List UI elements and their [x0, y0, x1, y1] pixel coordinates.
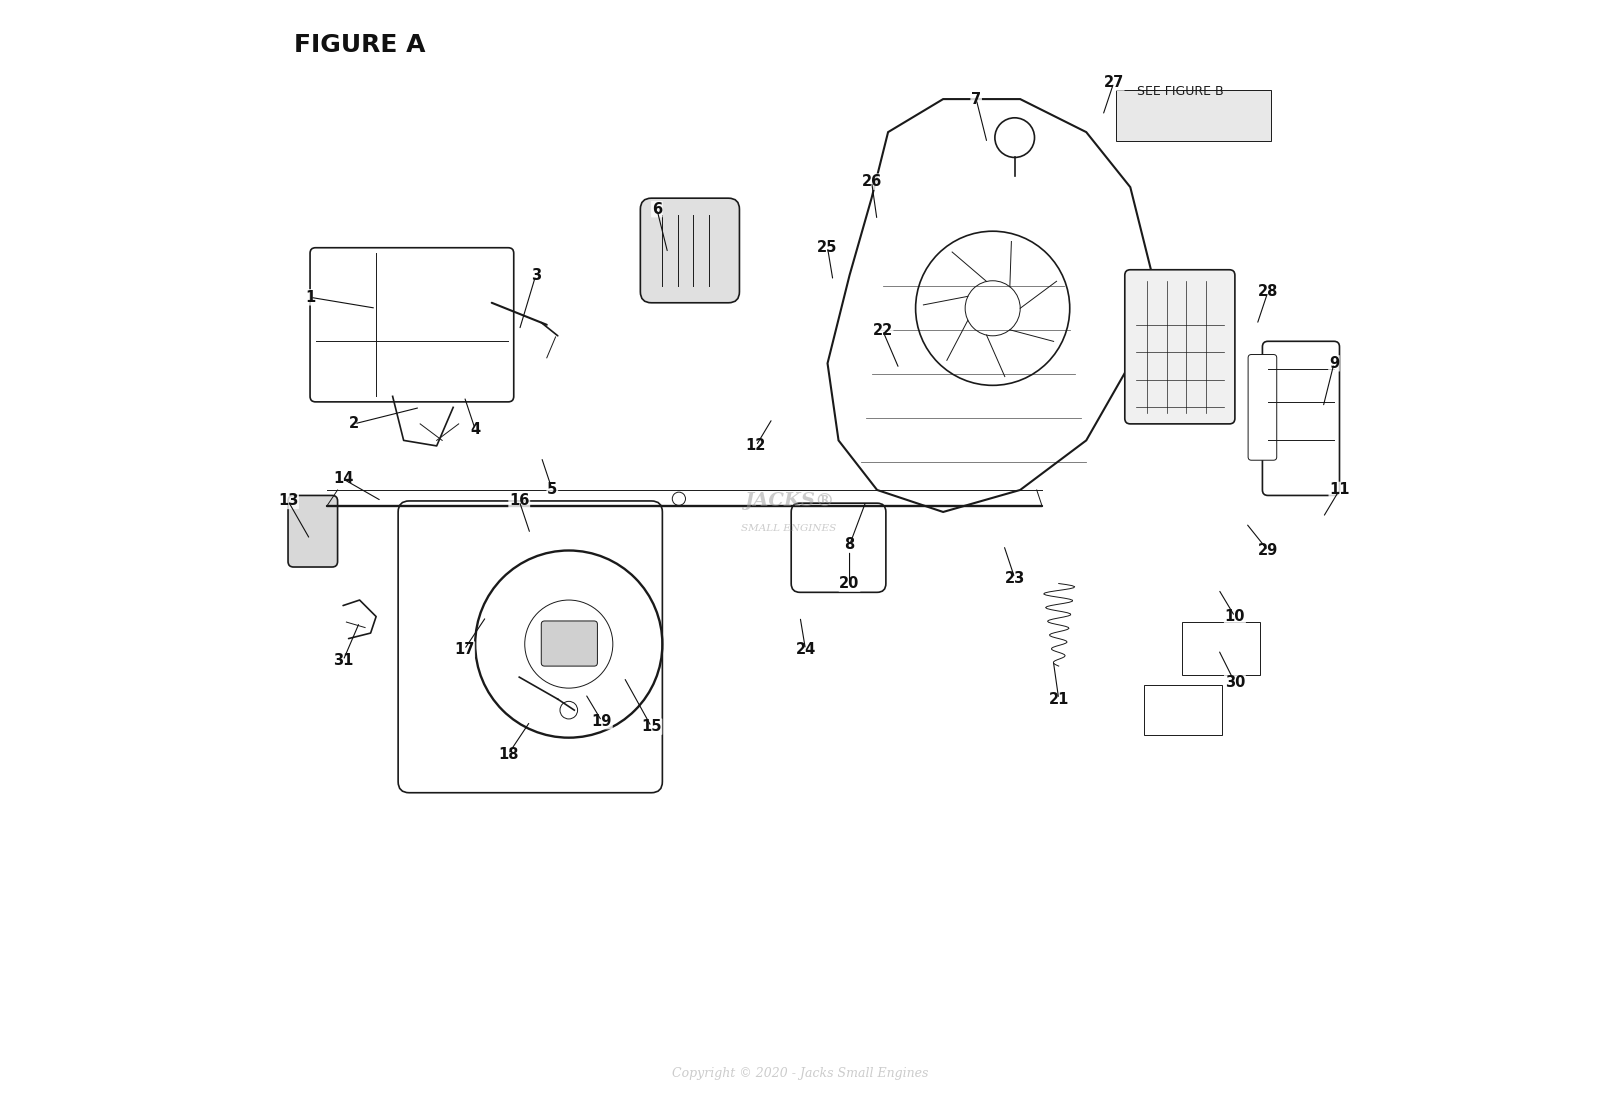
FancyBboxPatch shape — [541, 621, 597, 666]
Text: 24: 24 — [795, 642, 816, 657]
FancyBboxPatch shape — [1248, 355, 1277, 460]
Text: 5: 5 — [547, 482, 557, 498]
FancyBboxPatch shape — [1262, 341, 1339, 495]
Text: 4: 4 — [470, 422, 480, 437]
Text: 23: 23 — [1005, 570, 1026, 586]
Text: FIGURE A: FIGURE A — [293, 33, 426, 57]
FancyBboxPatch shape — [398, 501, 662, 793]
Text: 11: 11 — [1330, 482, 1350, 498]
Text: 17: 17 — [454, 642, 474, 657]
FancyBboxPatch shape — [790, 503, 886, 592]
Text: 30: 30 — [1224, 675, 1245, 690]
Text: 3: 3 — [531, 268, 541, 283]
Text: 10: 10 — [1224, 609, 1245, 624]
Text: 25: 25 — [818, 240, 838, 255]
FancyBboxPatch shape — [1125, 270, 1235, 424]
Text: 20: 20 — [840, 576, 859, 591]
Text: 6: 6 — [651, 201, 662, 217]
Text: 18: 18 — [498, 746, 518, 762]
Text: 28: 28 — [1258, 284, 1278, 299]
Text: SEE FIGURE B: SEE FIGURE B — [1136, 85, 1222, 98]
Text: 26: 26 — [861, 174, 882, 189]
Text: 27: 27 — [1104, 75, 1123, 90]
FancyBboxPatch shape — [1182, 622, 1261, 675]
Text: 21: 21 — [1048, 691, 1069, 707]
Text: 16: 16 — [509, 493, 530, 509]
Text: JACKS®: JACKS® — [744, 492, 834, 510]
Text: 13: 13 — [278, 493, 298, 509]
FancyBboxPatch shape — [640, 198, 739, 303]
Text: 29: 29 — [1258, 543, 1278, 558]
Text: 1: 1 — [306, 290, 315, 305]
FancyBboxPatch shape — [1115, 90, 1272, 141]
Circle shape — [560, 701, 578, 719]
Text: 31: 31 — [333, 653, 354, 668]
Text: 2: 2 — [349, 416, 358, 432]
Text: 15: 15 — [642, 719, 662, 734]
FancyBboxPatch shape — [310, 248, 514, 402]
Text: 8: 8 — [845, 537, 854, 553]
Text: SMALL ENGINES: SMALL ENGINES — [741, 524, 837, 533]
Text: 12: 12 — [746, 438, 766, 454]
Text: 22: 22 — [872, 323, 893, 338]
Text: 19: 19 — [592, 713, 613, 729]
Text: 7: 7 — [971, 91, 981, 107]
FancyBboxPatch shape — [1144, 685, 1222, 735]
Text: Copyright © 2020 - Jacks Small Engines: Copyright © 2020 - Jacks Small Engines — [672, 1067, 928, 1080]
FancyBboxPatch shape — [288, 495, 338, 567]
Polygon shape — [827, 99, 1152, 512]
Text: 9: 9 — [1330, 356, 1339, 371]
Circle shape — [995, 118, 1035, 157]
Text: 14: 14 — [333, 471, 354, 487]
